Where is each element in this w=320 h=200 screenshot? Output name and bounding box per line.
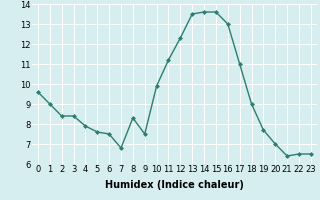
X-axis label: Humidex (Indice chaleur): Humidex (Indice chaleur) [105,180,244,190]
